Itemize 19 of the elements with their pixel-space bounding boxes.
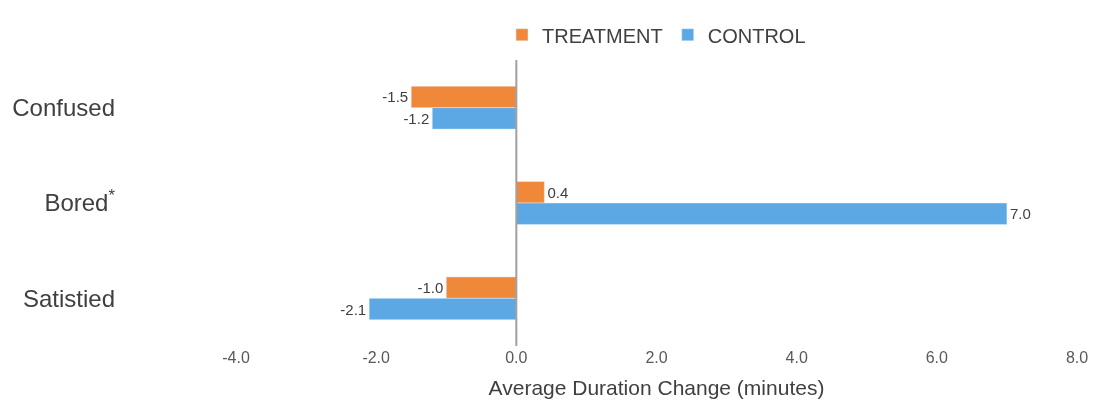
legend-label: TREATMENT — [542, 24, 663, 47]
x-tick-label: -2.0 — [362, 349, 391, 366]
x-tick-label: 6.0 — [925, 349, 949, 366]
x-tick-label: 2.0 — [645, 349, 668, 366]
data-label: -1.5 — [382, 88, 409, 106]
data-label: -2.1 — [340, 300, 367, 318]
y-tick-label: Confused — [12, 94, 115, 122]
y-tick-label: Bored$^{*}$ — [44, 186, 116, 217]
data-label: -1.0 — [417, 279, 444, 297]
x-tick-label: 0.0 — [505, 349, 528, 366]
x-axis-title: Average Duration Change (minutes) — [488, 376, 825, 400]
y-tick-label: Satistied — [22, 284, 115, 312]
x-tick-label: 8.0 — [1065, 349, 1089, 366]
x-tick-label: -4.0 — [222, 349, 250, 366]
data-label: -1.2 — [403, 109, 430, 127]
data-label: 0.4 — [547, 183, 569, 201]
data-label: 7.0 — [1009, 205, 1031, 223]
x-tick-label: 4.0 — [785, 349, 808, 366]
legend-label: CONTROL — [707, 24, 806, 47]
